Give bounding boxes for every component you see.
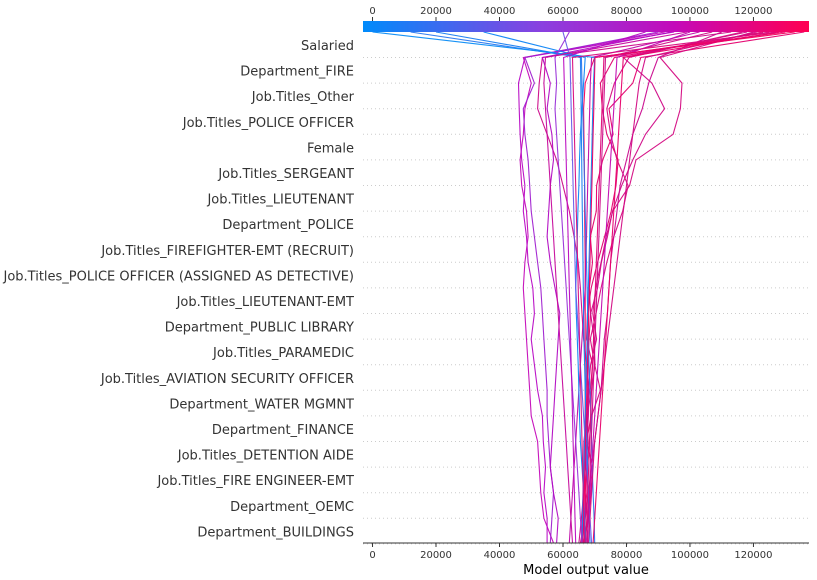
decision-lines <box>372 31 805 544</box>
decision-line <box>568 31 700 544</box>
decision-line <box>372 31 596 544</box>
feature-label: Job.Titles_LIEUTENANT-EMT <box>176 295 354 310</box>
decision-line <box>517 31 675 543</box>
colorbar-tick-label: 40000 <box>484 6 516 17</box>
decision-line <box>543 31 687 544</box>
feature-label: Job.Titles_FIRE ENGINEER-EMT <box>156 474 354 489</box>
feature-label: Job.Titles_LIEUTENANT <box>206 193 354 208</box>
feature-label: Job.Titles_DETENTION AIDE <box>177 449 354 464</box>
x-axis-title: Model output value <box>523 563 649 578</box>
colorbar-tick-label: 60000 <box>547 6 579 17</box>
feature-label: Job.Titles_SERGEANT <box>217 167 354 182</box>
decision-line <box>585 31 770 544</box>
feature-label: Salaried <box>301 39 354 54</box>
x-tick-label: 60000 <box>547 550 579 561</box>
decision-line <box>582 31 786 544</box>
decision-line <box>587 31 757 544</box>
feature-label: Job.Titles_AVIATION SECURITY OFFICER <box>100 372 354 387</box>
decision-line <box>563 31 646 544</box>
x-tick-label: 20000 <box>420 550 452 561</box>
decision-line <box>592 31 779 544</box>
decision-line <box>483 31 586 544</box>
x-tick-label: 80000 <box>611 550 643 561</box>
x-tick-label: 100000 <box>671 550 709 561</box>
decision-line <box>562 31 593 544</box>
feature-label: Job.Titles_FIREFIGHTER-EMT (RECRUIT) <box>100 244 354 259</box>
decision-line <box>583 31 764 544</box>
x-axis: 0 20000 40000 60000 80000 100000 120000 <box>363 542 809 561</box>
colorbar-tick-label: 120000 <box>734 6 772 17</box>
feature-label: Department_POLICE <box>222 218 354 233</box>
decision-line <box>579 31 743 544</box>
feature-label: Job.Titles_PARAMEDIC <box>212 346 354 361</box>
decision-line <box>435 31 591 544</box>
feature-label: Female <box>307 141 354 156</box>
feature-label: Department_OEMC <box>230 500 354 515</box>
x-tick-label: 120000 <box>734 550 772 561</box>
decision-line <box>554 31 583 544</box>
feature-label: Job.Titles_POLICE OFFICER (ASSIGNED AS D… <box>3 269 355 284</box>
feature-label: Department_PUBLIC LIBRARY <box>165 321 354 336</box>
feature-label: Department_FIRE <box>240 65 354 80</box>
colorbar-tick-label: 0 <box>369 6 375 17</box>
colorbar <box>363 21 809 32</box>
feature-label: Department_BUILDINGS <box>197 525 354 540</box>
colorbar-tick-label: 80000 <box>611 6 643 17</box>
decision-line <box>541 31 672 544</box>
feature-label: Job.Titles_POLICE OFFICER <box>182 116 354 131</box>
decision-line <box>586 31 691 544</box>
colorbar-tick-label: 20000 <box>420 6 452 17</box>
x-tick-label: 40000 <box>484 550 516 561</box>
decision-line <box>522 31 659 544</box>
feature-label: Department_FINANCE <box>212 423 354 438</box>
feature-label: Department_WATER MGMNT <box>169 397 354 412</box>
decision-line <box>586 31 713 544</box>
colorbar-tick-label: 100000 <box>671 6 709 17</box>
decision-line <box>571 31 776 544</box>
x-tick-label: 0 <box>369 550 375 561</box>
colorbar-axis: 0 20000 40000 60000 80000 100000 120000 <box>369 6 773 21</box>
feature-label: Job.Titles_Other <box>251 90 355 105</box>
feature-labels: Salaried Department_FIRE Job.Titles_Other J… <box>3 39 355 540</box>
